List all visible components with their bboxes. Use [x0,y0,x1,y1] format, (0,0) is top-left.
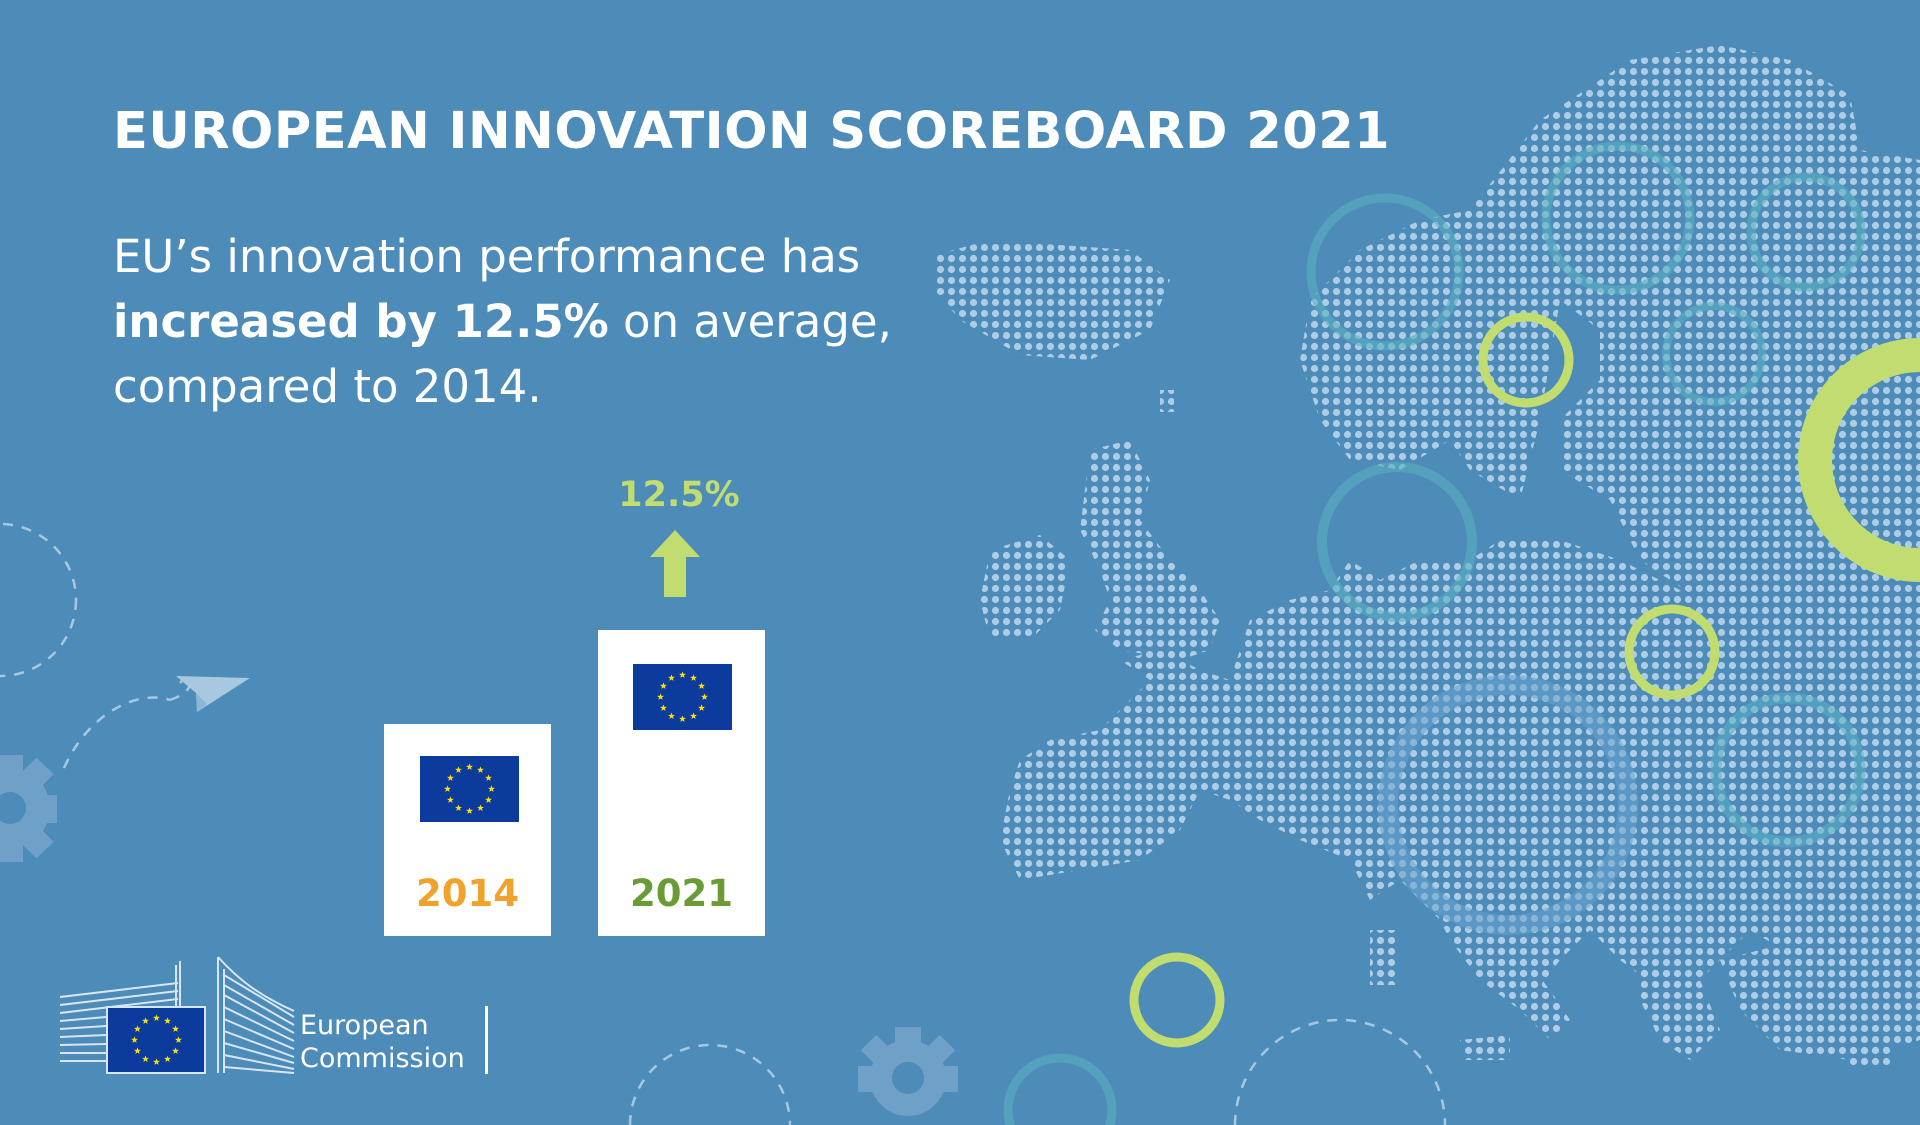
decorative-rings [1003,141,1920,1125]
logo-line-2: Commission [300,1043,465,1074]
eu-star [668,712,675,719]
eu-flag-icon [633,664,732,730]
eu-star [485,796,492,803]
eu-star [175,1036,182,1043]
eu-star [466,763,473,770]
bar-2021: 2021 [598,630,765,936]
eu-star [444,785,451,792]
eu-star [131,1036,138,1043]
eu-star [455,766,462,773]
logo-line-1: European [300,1010,429,1041]
eu-star [164,1017,171,1024]
eu-star [134,1047,141,1054]
gear-icon [858,1027,958,1116]
headline-highlight: increased by 12.5% [113,295,609,348]
bar-year-label: 2014 [416,872,519,915]
eu-star [153,1058,160,1065]
eu-star [134,1025,141,1032]
europe-dot-map [935,45,1920,1065]
up-arrow-icon [650,530,700,597]
european-commission-wordmark: European Commission [300,1009,465,1075]
logo-divider [485,1006,488,1074]
headline-line-3: compared to 2014. [113,360,542,413]
eu-star [698,682,705,689]
bar-2014: 2014 [384,724,551,936]
eu-star [477,804,484,811]
eu-star [698,704,705,711]
headline-line-2-rest: on average, [608,295,892,348]
change-label: 12.5% [618,475,740,515]
eu-star [447,774,454,781]
gear-icon [0,755,57,862]
eu-star [485,774,492,781]
eu-star [477,766,484,773]
eu-star [657,693,664,700]
headline-line-2: increased by 12.5% on average, [113,289,892,354]
eu-star [466,807,473,814]
eu-star [172,1047,179,1054]
eu-star [142,1017,149,1024]
eu-star [455,804,462,811]
eu-star [447,796,454,803]
headline-text: EU’s innovation performance has increase… [113,224,892,419]
eu-star [142,1055,149,1062]
page-title: EUROPEAN INNOVATION SCOREBOARD 2021 [113,102,1391,161]
eu-star [690,674,697,681]
eu-star [172,1025,179,1032]
eu-flag-icon [420,756,519,822]
eu-star [164,1055,171,1062]
bar-year-label: 2021 [630,872,733,915]
eu-star [668,674,675,681]
headline-line-1: EU’s innovation performance has [113,230,861,283]
eu-star [660,682,667,689]
eu-star [701,693,708,700]
eu-star [679,715,686,722]
eu-star [690,712,697,719]
eu-star [660,704,667,711]
eu-star [679,671,686,678]
paper-plane-icon [176,676,250,712]
eu-star [488,785,495,792]
european-commission-logo [59,956,295,1074]
eu-star [153,1014,160,1021]
